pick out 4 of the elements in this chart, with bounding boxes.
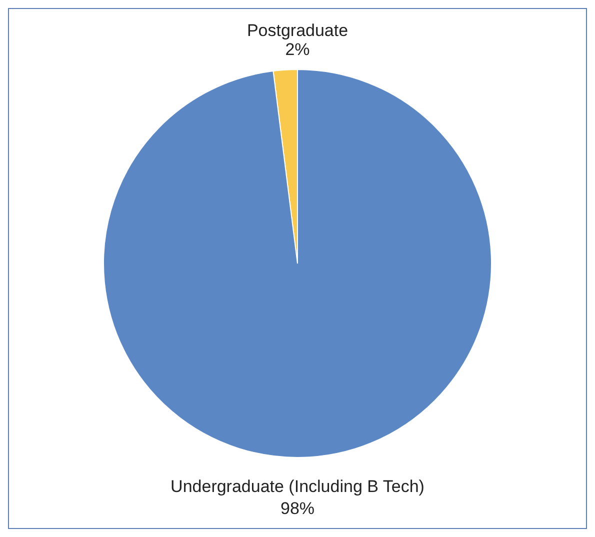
- slice-label: Undergraduate (Including B Tech): [170, 477, 424, 496]
- data-label: 2%: [285, 40, 310, 60]
- data-label: 98%: [280, 499, 315, 518]
- slice-label: Postgraduate: [246, 21, 348, 40]
